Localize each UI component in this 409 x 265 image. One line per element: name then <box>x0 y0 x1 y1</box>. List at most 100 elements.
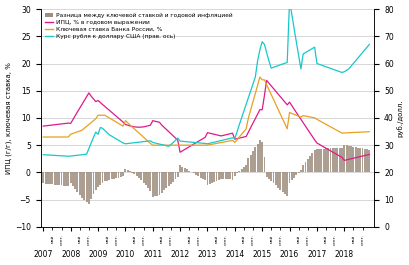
Bar <box>159 173 160 195</box>
Bar <box>143 173 144 183</box>
Bar <box>200 173 202 178</box>
Bar <box>332 148 334 173</box>
Bar <box>88 173 90 204</box>
Bar <box>65 173 67 186</box>
Bar <box>54 173 56 185</box>
Bar <box>355 147 357 173</box>
Bar <box>147 173 149 188</box>
Bar <box>254 147 256 173</box>
Bar <box>263 157 265 173</box>
Bar <box>252 151 254 173</box>
Bar <box>182 167 183 173</box>
Bar <box>124 169 126 173</box>
Bar <box>334 148 336 173</box>
Bar <box>170 173 172 184</box>
Bar <box>95 173 97 189</box>
Bar <box>193 173 195 174</box>
Bar <box>352 147 354 173</box>
Bar <box>236 173 238 174</box>
Bar <box>204 173 206 180</box>
Bar <box>79 173 81 195</box>
Bar <box>202 173 204 179</box>
Bar <box>259 140 261 173</box>
Bar <box>327 148 329 173</box>
Bar <box>325 148 327 173</box>
Bar <box>90 173 92 199</box>
Bar <box>277 173 279 188</box>
Bar <box>341 148 343 173</box>
Bar <box>211 173 213 183</box>
Legend: Разница между ключевой ставкой и годовой инфляцией, ИПЦ, % в годовом выражении, : Разница между ключевой ставкой и годовой… <box>42 11 235 41</box>
Bar <box>231 173 234 180</box>
Bar <box>49 173 51 184</box>
Bar <box>152 173 154 197</box>
Bar <box>279 173 281 190</box>
Bar <box>275 173 277 186</box>
Bar <box>350 146 352 173</box>
Bar <box>337 148 338 173</box>
Bar <box>168 173 170 186</box>
Bar <box>127 170 129 173</box>
Bar <box>74 173 76 189</box>
Bar <box>348 146 350 173</box>
Bar <box>309 156 311 173</box>
Bar <box>85 173 88 202</box>
Bar <box>198 173 199 176</box>
Bar <box>129 171 131 173</box>
Bar <box>117 173 119 178</box>
Bar <box>81 173 83 198</box>
Bar <box>213 173 215 182</box>
Bar <box>357 148 359 173</box>
Bar <box>218 173 220 180</box>
Bar <box>300 170 302 173</box>
Bar <box>243 167 245 173</box>
Bar <box>61 173 63 186</box>
Bar <box>330 148 331 173</box>
Bar <box>366 149 368 173</box>
Bar <box>339 148 341 173</box>
Bar <box>245 165 247 173</box>
Bar <box>42 173 44 183</box>
Bar <box>216 173 218 181</box>
Bar <box>286 173 288 196</box>
Bar <box>140 173 142 180</box>
Bar <box>106 173 108 181</box>
Bar <box>161 173 163 193</box>
Bar <box>234 173 236 176</box>
Bar <box>307 159 309 173</box>
Bar <box>289 173 290 183</box>
Bar <box>364 149 366 173</box>
Bar <box>67 173 69 186</box>
Bar <box>270 173 272 181</box>
Bar <box>58 173 60 185</box>
Bar <box>256 144 258 173</box>
Bar <box>320 149 322 173</box>
Bar <box>113 173 115 179</box>
Bar <box>261 143 263 173</box>
Bar <box>70 173 72 183</box>
Bar <box>108 173 110 180</box>
Bar <box>145 173 147 185</box>
Bar <box>138 173 140 178</box>
Bar <box>97 173 99 187</box>
Bar <box>45 173 47 184</box>
Bar <box>163 173 165 190</box>
Bar <box>101 173 103 183</box>
Bar <box>295 173 297 175</box>
Bar <box>291 173 293 180</box>
Bar <box>188 171 190 173</box>
Bar <box>359 148 361 173</box>
Bar <box>250 155 252 173</box>
Bar <box>136 173 138 176</box>
Bar <box>120 173 122 177</box>
Bar <box>268 173 270 179</box>
Bar <box>316 149 318 173</box>
Bar <box>184 168 186 173</box>
Bar <box>369 150 370 173</box>
Bar <box>47 173 49 184</box>
Y-axis label: ИПЦ (г/г), ключевая ставка, %: ИПЦ (г/г), ключевая ставка, % <box>6 62 12 174</box>
Bar <box>240 169 243 173</box>
Bar <box>229 173 231 179</box>
Bar <box>149 173 151 191</box>
Bar <box>51 173 53 184</box>
